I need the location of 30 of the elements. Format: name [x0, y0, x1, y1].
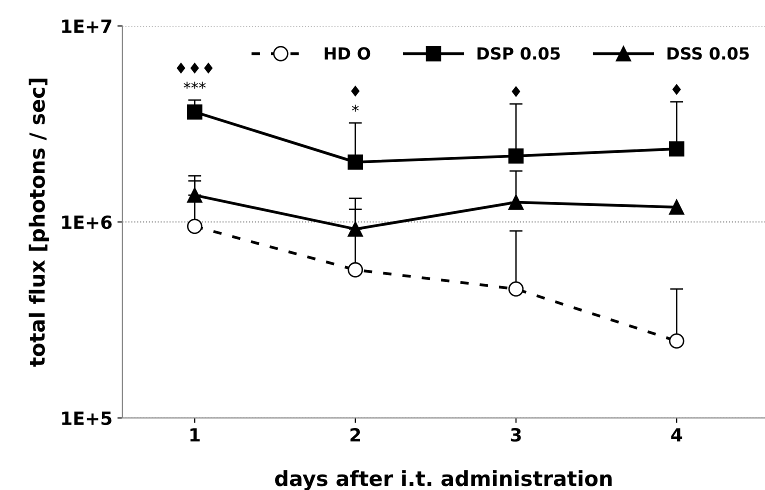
- annotation: ♦: [512, 86, 520, 98]
- point: [669, 200, 684, 215]
- legend-label: DSP 0.05: [478, 47, 560, 60]
- y-tick-label: 1E+6: [62, 215, 112, 230]
- legend-label: DSS 0.05: [668, 47, 749, 60]
- x-tick-label: 1: [190, 428, 200, 442]
- point: [187, 104, 202, 120]
- y-tick-label: 1E+5: [62, 412, 112, 426]
- legend-label: HD O: [324, 47, 370, 60]
- x-axis-title: days after i.t. administration: [275, 470, 612, 490]
- y-axis-title: total flux [photons / sec]: [28, 78, 49, 367]
- point: [508, 148, 524, 164]
- point: [348, 154, 363, 170]
- point: [669, 333, 684, 349]
- point: [508, 281, 524, 297]
- x-tick-label: 3: [510, 428, 521, 442]
- y-tick-label: 1E+7: [62, 20, 112, 33]
- point: [187, 188, 202, 203]
- x-tick-label: 2: [350, 428, 360, 442]
- point: [348, 262, 363, 278]
- annotation: ***: [184, 82, 206, 89]
- annotation: ♦: [672, 84, 681, 95]
- point: [187, 218, 202, 234]
- annotation: ♦: [351, 85, 360, 97]
- x-tick-label: 4: [671, 428, 682, 442]
- annotation: ♦♦♦: [176, 62, 213, 74]
- point: [669, 141, 684, 157]
- annotation: *: [352, 104, 359, 112]
- point: [508, 194, 524, 210]
- point: [348, 221, 363, 237]
